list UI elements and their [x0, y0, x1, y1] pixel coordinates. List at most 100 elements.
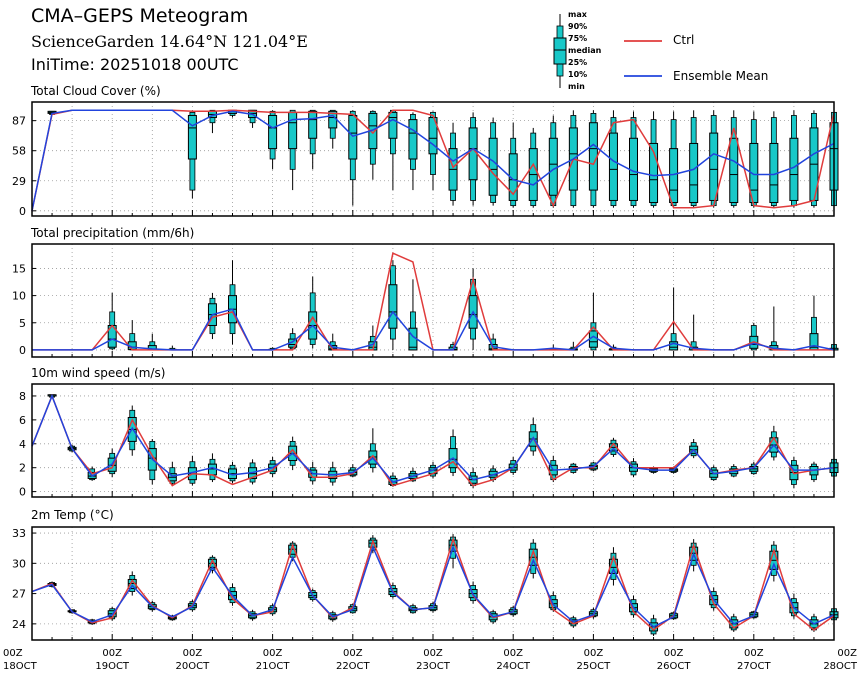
cloud-box-iqr	[548, 137, 558, 196]
precip-ytick-label: 15	[12, 262, 26, 275]
wind-ytick-label: 6	[19, 414, 26, 427]
wind-ytick-label: 0	[19, 486, 26, 499]
temp-ctrl-line	[31, 536, 835, 631]
cloud-box-iqr	[649, 142, 659, 204]
x-axis-date-label: 20OCT	[176, 661, 211, 672]
cloud-box-iqr	[348, 114, 358, 160]
precip-box	[408, 279, 418, 351]
x-axis-hour-label: 00Z	[183, 648, 203, 659]
cloud-ytick-label: 87	[12, 115, 26, 128]
legend-box-label-p10: 10%	[568, 70, 588, 79]
cloud-box	[789, 110, 799, 208]
wind-box	[127, 405, 137, 456]
precip-mean-line	[32, 308, 835, 351]
legend-box-label-max: max	[568, 10, 587, 19]
precip-panel: 0 5 10 15	[12, 243, 839, 358]
wind-box	[448, 429, 458, 477]
legend-box-label-median: median	[568, 46, 602, 55]
x-axis-hour-label: 00Z	[102, 648, 122, 659]
precip-box-iqr	[388, 284, 398, 329]
cloud-panel-title: Total Cloud Cover (%)	[31, 84, 161, 98]
cloud-box	[408, 112, 418, 191]
wind-frame	[31, 383, 835, 498]
precip-box	[388, 260, 398, 350]
cloud-box	[348, 110, 358, 206]
cloud-box	[388, 109, 398, 191]
cloud-box	[328, 109, 338, 149]
cloud-box-iqr	[187, 114, 197, 160]
cloud-box	[689, 110, 699, 208]
precip-ytick-label: 5	[19, 317, 26, 330]
cloud-box	[588, 110, 598, 208]
wind-panel-title: 10m wind speed (m/s)	[31, 366, 166, 380]
cloud-box-iqr	[669, 148, 679, 204]
cloud-box	[288, 109, 298, 191]
cloud-box-iqr	[508, 153, 518, 201]
legend-box-label-p25: 25%	[568, 58, 588, 67]
x-axis-date-label: 18OCT	[3, 661, 38, 672]
wind-ytick-label: 8	[19, 390, 26, 403]
cloud-box-iqr	[608, 132, 618, 201]
cloud-panel: 0 29 58 87	[12, 101, 839, 218]
x-axis-date-label: 28OCT	[823, 661, 858, 672]
wind-box	[228, 461, 237, 484]
x-axis-hour-label: 00Z	[503, 648, 523, 659]
cloud-box	[749, 111, 759, 208]
legend-ctrl-label: Ctrl	[673, 33, 695, 47]
cloud-box-iqr	[408, 119, 418, 160]
x-axis-date-label: 21OCT	[256, 661, 291, 672]
wind-ytick-label: 4	[19, 438, 26, 451]
cloud-ytick-label: 29	[12, 175, 26, 188]
cloud-ytick-label: 58	[12, 145, 26, 158]
legend	[553, 14, 662, 88]
temp-ytick-label: 24	[12, 618, 26, 631]
cloud-box	[207, 109, 217, 134]
x-axis-hour-label: 00Z	[837, 648, 857, 659]
x-axis-date-label: 19OCT	[95, 661, 130, 672]
precip-box	[588, 292, 598, 351]
x-axis-hour-label: 00Z	[343, 648, 363, 659]
precip-ytick-label: 0	[19, 344, 26, 357]
wind-box	[508, 456, 518, 475]
station-location: ScienceGarden 14.64°N 121.04°E	[31, 32, 308, 51]
x-axis-hour-label: 00Z	[423, 648, 443, 659]
legend-mean-label: Ensemble Mean	[673, 69, 769, 83]
temp-box	[468, 581, 478, 604]
cloud-box-iqr	[268, 114, 278, 150]
x-axis-date-label: 27OCT	[737, 661, 772, 672]
cloud-box	[769, 111, 779, 208]
meteogram-title: CMA–GEPS Meteogram	[31, 5, 249, 27]
precip-box-iqr	[669, 341, 679, 351]
wind-box	[187, 455, 197, 486]
precip-box	[308, 276, 318, 349]
temp-panel-title: 2m Temp (°C)	[31, 508, 114, 522]
cloud-box-iqr	[588, 122, 598, 191]
cloud-box-iqr	[749, 142, 759, 204]
cloud-box-iqr	[709, 132, 719, 201]
init-time: IniTime: 20251018 00UTC	[31, 55, 239, 74]
x-axis-date-label: 22OCT	[336, 661, 371, 672]
precip-box	[107, 292, 117, 350]
wind-panel: 0 2 4 6 8	[19, 383, 839, 499]
x-axis-date-label: 25OCT	[577, 661, 612, 672]
wind-box	[689, 439, 699, 459]
precip-ytick-label: 10	[12, 290, 26, 303]
cloud-box	[629, 111, 638, 208]
cloud-box-iqr	[488, 137, 498, 196]
cloud-box-iqr	[308, 110, 318, 139]
wind-ytick-label: 2	[19, 462, 26, 475]
x-axis-hour-label: 00Z	[664, 648, 684, 659]
cloud-box-iqr	[729, 137, 739, 204]
precip-box	[809, 295, 819, 351]
cloud-mean-line	[31, 109, 835, 211]
cloud-box	[669, 111, 679, 208]
precip-box	[769, 306, 779, 351]
x-axis-date-label: 23OCT	[416, 661, 451, 672]
cloud-ytick-label: 0	[19, 205, 26, 218]
precip-panel-title: Total precipitation (mm/6h)	[31, 226, 195, 240]
precip-box	[749, 322, 759, 351]
legend-box-label-min: min	[568, 82, 585, 91]
temp-ytick-label: 33	[12, 527, 26, 540]
cloud-box	[809, 110, 819, 208]
cloud-box	[468, 112, 478, 206]
